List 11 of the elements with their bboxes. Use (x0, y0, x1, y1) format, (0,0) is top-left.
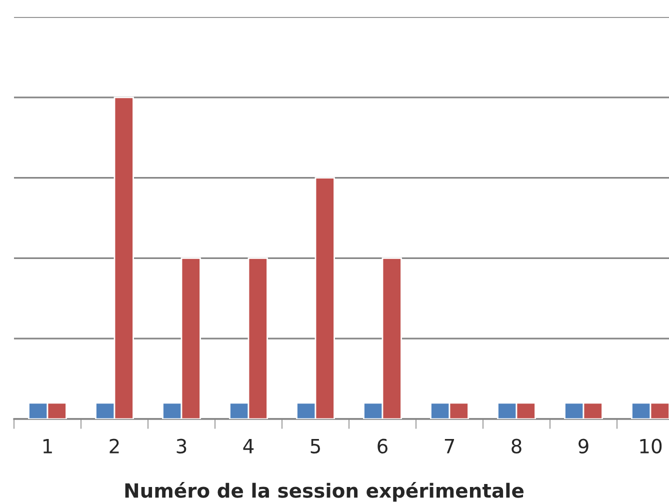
x-tick-label: 3 (176, 438, 186, 454)
x-tick-label: 10 (640, 438, 662, 454)
x-tick-label: 2 (110, 438, 119, 454)
x-tick-label: 4 (243, 439, 254, 454)
x-tick-label: 7 (444, 439, 454, 454)
x-tick-label: 9 (578, 438, 588, 454)
x-tick-label: 5 (310, 439, 320, 454)
x-tick-label: 8 (512, 438, 522, 454)
x-tick-label: 6 (378, 438, 388, 454)
x-axis-title: Numéro de la session expérimentale (125, 482, 524, 502)
x-tick-label: 1 (43, 439, 52, 454)
